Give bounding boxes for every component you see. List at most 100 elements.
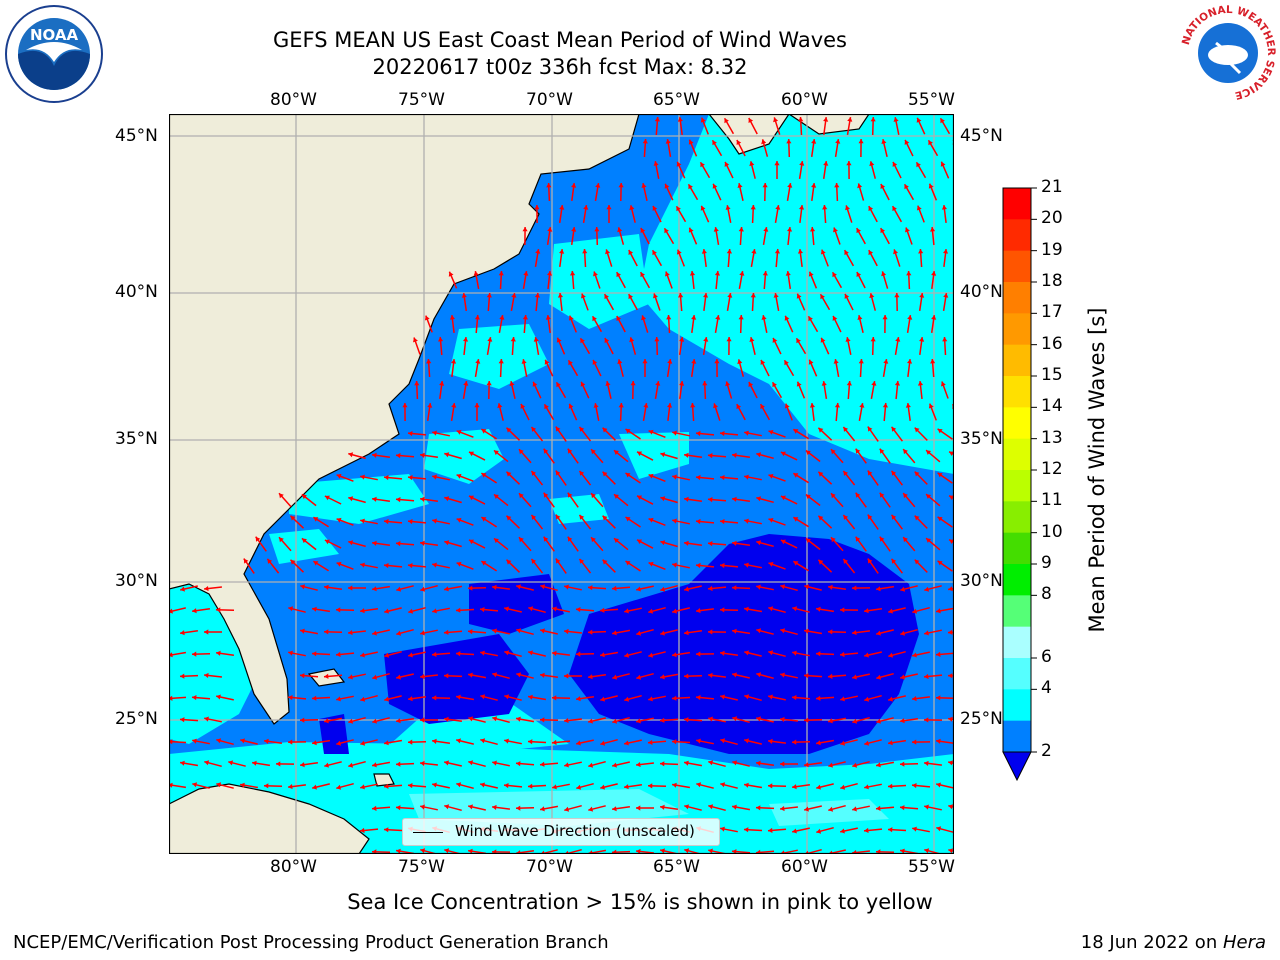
wind-wave-arrowhead <box>808 271 814 277</box>
wind-wave-arrowhead <box>869 161 875 167</box>
wind-wave-arrowhead <box>591 493 596 499</box>
wind-wave-arrowhead <box>396 848 401 854</box>
wind-wave-arrowhead <box>519 537 524 543</box>
wind-wave-arrowhead <box>636 718 641 724</box>
wind-wave-arrowhead <box>648 696 653 702</box>
wind-wave-arrowhead <box>276 761 281 767</box>
wind-wave-arrowhead <box>372 849 377 854</box>
wind-wave-arrowhead <box>432 782 437 788</box>
wind-wave-arrowhead <box>474 403 480 408</box>
wind-wave-arrowhead <box>522 227 528 232</box>
wind-wave-arrowhead <box>804 717 809 723</box>
wind-wave-arrowhead <box>552 784 557 790</box>
wind-wave-arrowhead <box>816 606 821 612</box>
wind-wave-arrowhead <box>559 249 565 254</box>
wind-wave-arrowhead <box>243 558 249 564</box>
wind-wave-arrowhead <box>593 403 599 408</box>
wind-wave-arrowhead <box>672 652 677 658</box>
wind-wave-arrowhead <box>180 760 185 766</box>
wind-wave-arrowhead <box>786 139 792 144</box>
wind-wave-arrowhead <box>867 470 873 476</box>
wind-wave-arrowhead <box>288 606 294 612</box>
wind-wave-arrowhead <box>762 271 768 276</box>
wind-wave-arrowhead <box>895 337 901 342</box>
wind-wave-arrowhead <box>516 628 522 634</box>
wind-wave-arrowhead <box>732 452 737 458</box>
wind-wave-arrowhead <box>924 673 929 680</box>
wind-wave-arrowhead <box>516 584 521 590</box>
wind-wave-arrowhead <box>774 161 780 166</box>
wind-wave-arrowhead <box>288 784 293 790</box>
colorbar-segment <box>1003 219 1031 252</box>
wind-wave-arrowhead <box>799 161 805 166</box>
lon-label-top-60w: 60°W <box>781 90 828 110</box>
wind-wave-arrowhead <box>843 427 849 432</box>
wind-wave-arrowhead <box>637 451 642 457</box>
wind-wave-arrowhead <box>348 674 353 680</box>
wind-wave-arrowhead <box>763 227 769 232</box>
wind-wave-arrowhead <box>684 673 689 679</box>
wind-wave-arrowhead <box>528 739 533 745</box>
wind-wave-arrowhead <box>900 761 905 767</box>
wind-wave-arrowhead <box>780 672 785 678</box>
wind-wave-arrowhead <box>552 650 557 656</box>
wind-wave-arrowhead <box>629 205 635 211</box>
wind-wave-arrowhead <box>216 650 221 656</box>
wind-wave-arrowhead <box>912 652 917 658</box>
wind-wave-arrowhead <box>820 249 826 255</box>
wind-wave-arrowhead <box>420 496 425 502</box>
wind-wave-arrowhead <box>396 718 401 724</box>
wind-wave-arrowhead <box>498 271 504 276</box>
wind-wave-arrowhead <box>904 184 909 190</box>
wind-wave-arrowhead <box>768 562 774 567</box>
wind-wave-arrowhead <box>532 381 538 387</box>
wind-wave-arrowhead <box>756 452 762 458</box>
wind-wave-arrowhead <box>916 162 921 168</box>
wind-wave-arrowhead <box>653 161 659 166</box>
wind-wave-arrowhead <box>348 718 354 724</box>
wind-wave-arrowhead <box>917 381 924 386</box>
wind-wave-arrowhead <box>732 672 737 678</box>
wind-wave-arrowhead <box>708 629 713 635</box>
wind-wave-arrowhead <box>564 718 569 724</box>
wind-wave-arrowhead <box>384 696 389 702</box>
wind-wave-arrowhead <box>612 630 617 636</box>
wind-wave-arrowhead <box>624 740 629 746</box>
wind-wave-arrowhead <box>931 315 937 320</box>
wind-wave-arrowhead <box>888 783 893 789</box>
wind-wave-arrowhead <box>676 161 682 167</box>
wind-wave-arrowhead <box>336 561 342 567</box>
wind-wave-arrowhead <box>290 559 296 565</box>
wind-wave-arrowhead <box>591 449 596 455</box>
wind-wave-arrowhead <box>576 651 581 657</box>
wind-wave-arrowhead <box>324 495 330 501</box>
wind-wave-arrowhead <box>793 429 799 434</box>
wind-wave-arrowhead <box>564 806 570 812</box>
wind-wave-arrowhead <box>798 117 804 122</box>
wind-wave-arrowhead <box>504 694 510 700</box>
wind-wave-arrowhead <box>444 716 449 722</box>
wind-wave-arrowhead <box>600 696 605 702</box>
wind-wave-arrowhead <box>888 608 893 614</box>
wind-wave-arrowhead <box>768 474 774 479</box>
wind-wave-arrowhead <box>614 450 619 455</box>
wind-wave-arrowhead <box>414 381 420 386</box>
wind-wave-arrowhead <box>531 558 537 564</box>
wind-wave-arrowhead <box>871 381 877 386</box>
colorbar-segment <box>1003 564 1031 596</box>
wind-wave-arrowhead <box>372 540 377 546</box>
title-line-2: 20220617 t00z 336h fcst Max: 8.32 <box>372 55 748 79</box>
wind-wave-arrowhead <box>761 315 767 320</box>
wind-wave-arrowhead <box>468 716 473 722</box>
wind-wave-arrowhead <box>654 337 660 342</box>
wind-wave-arrowhead <box>192 738 197 744</box>
wind-wave-arrowhead <box>660 717 665 723</box>
wind-wave-arrowhead <box>816 651 821 657</box>
wind-wave-arrowhead <box>192 608 197 614</box>
wind-wave-arrowhead <box>732 585 737 591</box>
wind-wave-arrowhead <box>264 738 269 744</box>
wind-wave-arrowhead <box>468 585 473 591</box>
wind-wave-arrowhead <box>870 337 876 342</box>
wind-wave-arrowhead <box>571 227 577 232</box>
wind-wave-arrowhead <box>857 315 863 320</box>
